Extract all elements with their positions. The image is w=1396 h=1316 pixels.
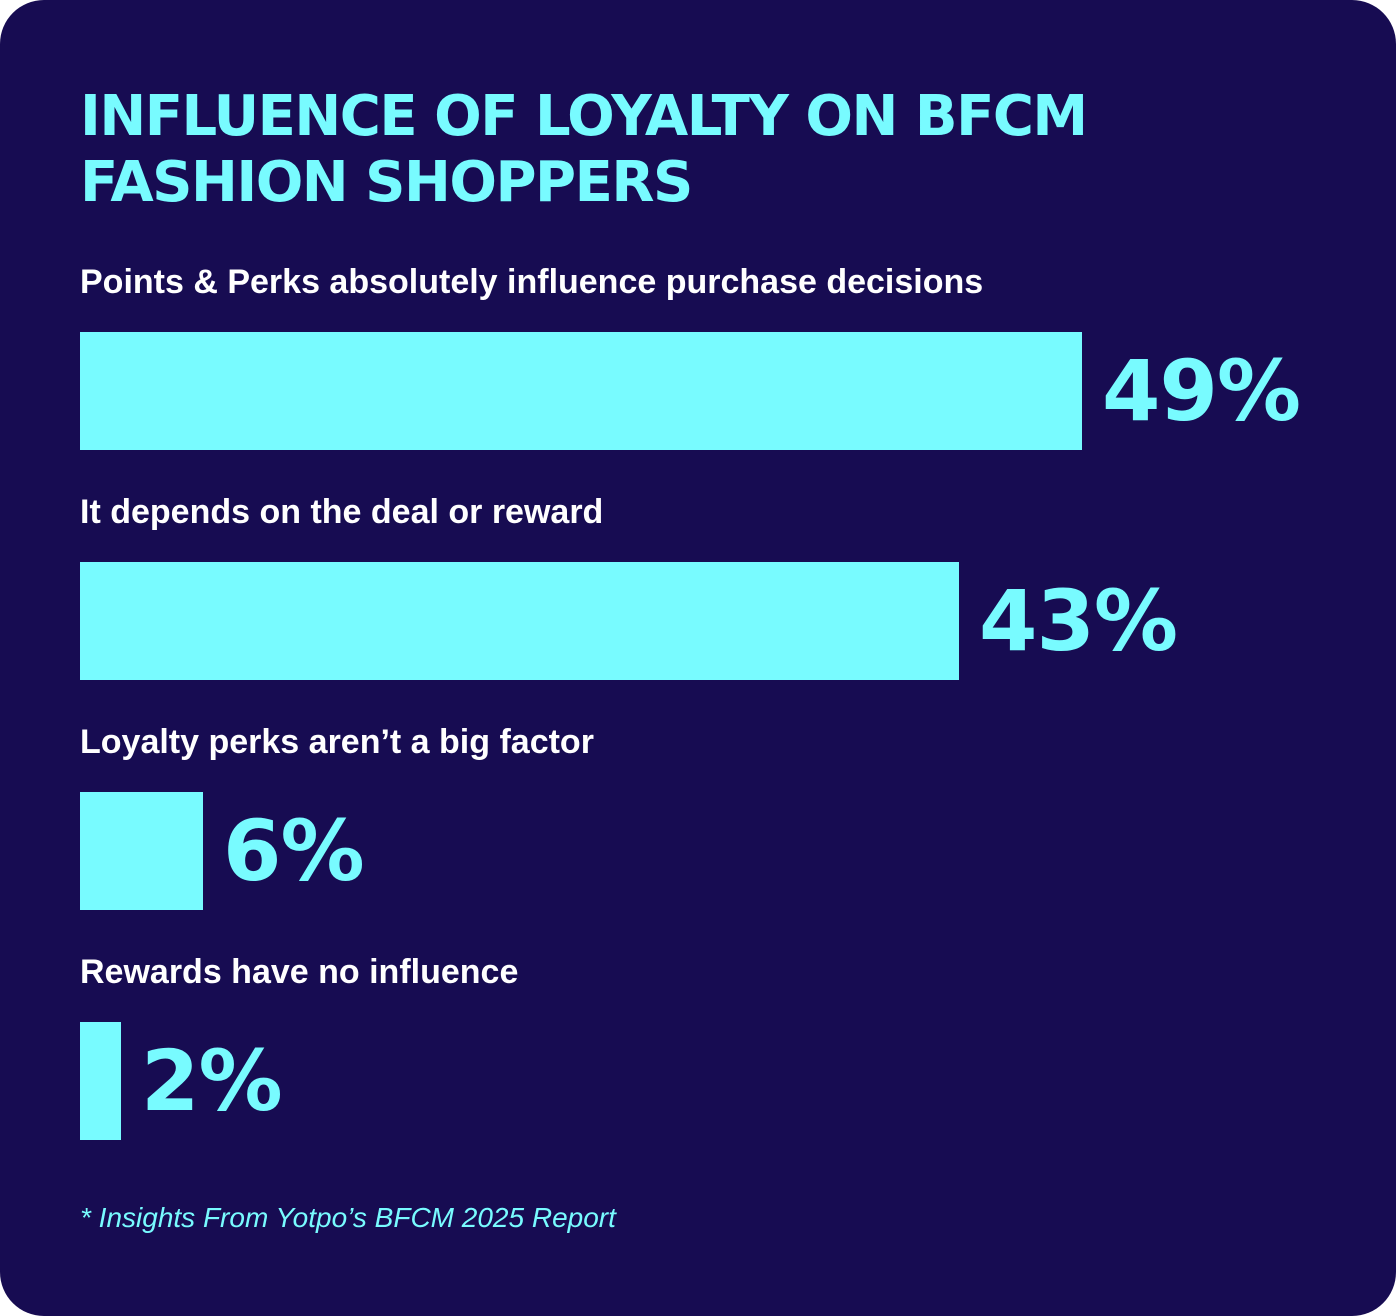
bar-value-label: 43% <box>979 572 1178 670</box>
bar <box>80 562 959 680</box>
category-label: Points & Perks absolutely influence purc… <box>80 263 984 301</box>
chart-title-line-1: INFLUENCE OF LOYALTY ON BFCM <box>80 84 1088 149</box>
bar-value-label: 6% <box>223 802 365 900</box>
category-label: Rewards have no influence <box>80 953 519 991</box>
category-label: Loyalty perks aren’t a big factor <box>80 723 594 761</box>
category-label: It depends on the deal or reward <box>80 493 604 531</box>
chart-title-line-2: FASHION SHOPPERS <box>80 150 693 215</box>
bar <box>80 792 203 910</box>
bar-value-label: 49% <box>1102 342 1301 440</box>
bar <box>80 1022 121 1140</box>
chart-title: INFLUENCE OF LOYALTY ON BFCM FASHION SHO… <box>80 84 1230 216</box>
bar-value-label: 2% <box>141 1032 283 1130</box>
source-footnote: * Insights From Yotpo’s BFCM 2025 Report <box>80 1202 616 1233</box>
bar <box>80 332 1082 450</box>
